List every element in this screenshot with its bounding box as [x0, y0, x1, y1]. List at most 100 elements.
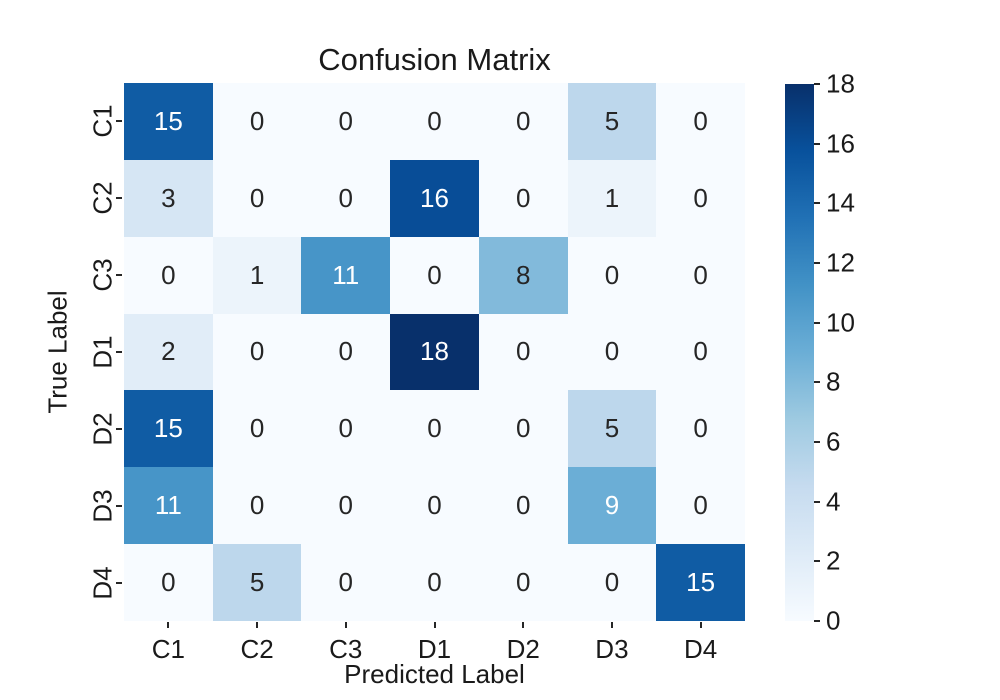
heatmap-cell-D4-D3: 0 [567, 544, 657, 621]
colorbar-tick-mark [814, 202, 820, 205]
cell-value: 0 [604, 336, 620, 367]
y-tick-mark [116, 581, 122, 584]
cell-value: 18 [420, 336, 449, 367]
y-tick-label-D2: D2 [87, 412, 118, 446]
cell-value: 0 [693, 413, 708, 444]
cell-value: 0 [249, 336, 265, 367]
y-tick-label-D1: D1 [87, 335, 118, 369]
y-tick-mark [116, 427, 122, 430]
heatmap-cell-D4-C3: 0 [301, 544, 391, 621]
colorbar-tick-label-18: 18 [826, 68, 855, 99]
heatmap-cell-D3-D3: 9 [567, 467, 657, 545]
y-tick-label-C3: C3 [87, 258, 118, 292]
cell-value: 0 [249, 490, 265, 521]
heatmap-cell-C1-D2: 0 [478, 83, 568, 160]
heatmap-cell-D3-D1: 0 [390, 467, 479, 545]
cell-value: 15 [153, 105, 183, 136]
heatmap-cell-C2-C2: 0 [212, 159, 302, 237]
heatmap-cell-C3-D3: 0 [567, 236, 657, 314]
heatmap-cell-C3-D2: 8 [478, 236, 568, 314]
heatmap-cell-D2-D2: 0 [478, 390, 568, 468]
heatmap-cell-C3-C3: 11 [301, 236, 391, 314]
x-tick-label-C3: C3 [329, 634, 363, 664]
cell-value: 11 [154, 490, 182, 521]
colorbar-tick-mark [814, 620, 820, 622]
x-tick-mark [344, 622, 347, 628]
plot-title: Confusion Matrix [318, 42, 551, 77]
cell-value: 11 [332, 259, 360, 290]
heatmap-cell-C3-D1: 0 [390, 236, 479, 314]
cell-value: 8 [515, 259, 531, 290]
cell-value: 0 [693, 490, 708, 521]
heatmap-cell-C2-D1: 16 [390, 159, 479, 237]
colorbar-tick-label-4: 4 [826, 486, 841, 517]
cell-value: 0 [427, 105, 442, 136]
heatmap-cell-C3-C2: 1 [212, 236, 302, 314]
heatmap-cell-C2-C1: 3 [124, 159, 213, 237]
heatmap-cell-C2-D4: 0 [656, 159, 745, 237]
cell-value: 1 [604, 182, 620, 213]
heatmap-cell-C3-D4: 0 [656, 236, 745, 314]
cell-value: 0 [249, 182, 265, 213]
y-tick-mark [116, 274, 122, 277]
heatmap-cell-C1-C3: 0 [301, 83, 391, 160]
x-axis-label: Predicted Label [344, 659, 525, 689]
heatmap-cell-C2-D2: 0 [478, 159, 568, 237]
colorbar-tick-label-10: 10 [826, 307, 855, 338]
cell-value: 5 [604, 413, 620, 444]
heatmap-cell-D3-C2: 0 [212, 467, 302, 545]
cell-value: 15 [153, 413, 183, 444]
y-axis-label: True Label [42, 290, 73, 414]
heatmap-cell-D2-D3: 5 [567, 390, 657, 468]
y-tick-mark [116, 197, 122, 200]
cell-value: 0 [515, 413, 531, 444]
cell-value: 5 [249, 567, 265, 598]
cell-value: 0 [515, 490, 531, 521]
x-tick-label-D3: D3 [595, 634, 629, 664]
x-tick-mark [699, 622, 702, 628]
cell-value: 0 [161, 259, 176, 290]
heatmap-cell-C1-C2: 0 [212, 83, 302, 160]
heatmap-grid: 15 0 0 0 0 5 0 3 0 0 16 0 1 0 0 1 11 0 8 0 0 2 0 0 18 0 0 0 15 0 0 0 0 5 0… [124, 83, 745, 621]
heatmap-cell-D1-C3: 0 [301, 313, 391, 391]
colorbar-tick-label-2: 2 [826, 545, 841, 576]
heatmap-cell-C1-C1: 15 [124, 83, 213, 160]
heatmap-cell-D3-C1: 11 [124, 467, 213, 545]
heatmap-cell-D1-D2: 0 [478, 313, 568, 391]
y-tick-label-C1: C1 [87, 104, 118, 139]
colorbar-tick-mark [814, 142, 820, 145]
x-tick-mark [522, 622, 525, 628]
cell-value: 0 [693, 105, 708, 136]
heatmap-cell-C2-C3: 0 [301, 159, 391, 237]
heatmap-cell-D4-D2: 0 [478, 544, 568, 621]
cell-value: 0 [338, 490, 354, 521]
x-tick-label-D4: D4 [684, 634, 718, 664]
colorbar-tick-mark [814, 500, 820, 503]
colorbar-tick-mark [814, 262, 820, 264]
y-tick-label-C2: C2 [87, 181, 118, 215]
y-tick-label-D3: D3 [87, 489, 118, 523]
heatmap-cell-C1-D1: 0 [390, 83, 479, 160]
cell-value: 5 [604, 105, 620, 136]
cell-value: 0 [338, 105, 354, 136]
x-tick-label-D2: D2 [506, 634, 540, 664]
heatmap-cell-D3-D2: 0 [478, 467, 568, 545]
x-tick-mark [433, 622, 436, 628]
cell-value: 0 [693, 182, 708, 213]
heatmap-cell-D3-D4: 0 [656, 467, 745, 545]
heatmap-cell-D2-D1: 0 [390, 390, 479, 468]
cell-value: 1 [249, 259, 265, 290]
heatmap-cell-D1-D1: 18 [390, 313, 479, 391]
cell-value: 0 [338, 182, 354, 213]
heatmap-cell-D4-C1: 0 [124, 544, 213, 621]
heatmap-cell-D2-D4: 0 [656, 390, 745, 468]
colorbar-tick-label-6: 6 [826, 426, 841, 457]
cell-value: 0 [338, 567, 354, 598]
x-tick-label-C2: C2 [240, 634, 274, 664]
heatmap-cell-C1-D3: 5 [567, 83, 657, 160]
cell-value: 9 [604, 490, 620, 521]
y-tick-label-D4: D4 [87, 565, 118, 600]
colorbar-tick-label-0: 0 [826, 605, 841, 636]
cell-value: 15 [686, 567, 716, 598]
